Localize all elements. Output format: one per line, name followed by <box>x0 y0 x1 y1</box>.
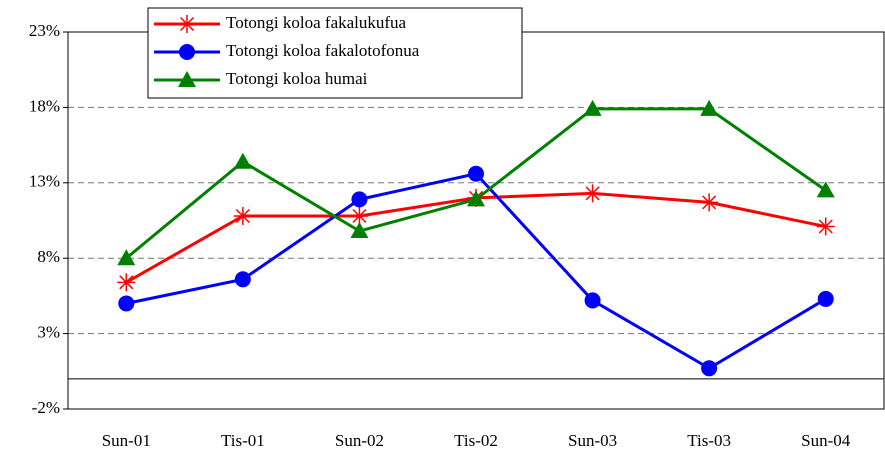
y-tick-label: 18% <box>29 96 60 115</box>
y-tick-label: 13% <box>29 172 60 191</box>
point <box>467 190 485 207</box>
x-tick-label: Sun-01 <box>102 431 151 450</box>
point <box>816 217 835 236</box>
y-tick-label: 8% <box>37 247 60 266</box>
legend-label: Totongi koloa fakalotofonua <box>226 41 420 60</box>
y-tick-label: -2% <box>32 398 60 417</box>
y-tick-label: 23% <box>29 21 60 40</box>
point <box>178 71 196 87</box>
point <box>233 206 252 225</box>
point <box>817 290 834 307</box>
x-tick-label: Sun-04 <box>801 431 851 450</box>
point <box>234 271 251 288</box>
point <box>351 191 368 208</box>
point <box>583 99 602 116</box>
point <box>233 152 252 169</box>
y-tick-label: 3% <box>37 323 60 342</box>
point <box>700 193 719 212</box>
point <box>350 222 369 239</box>
point <box>584 292 601 309</box>
point <box>179 44 195 60</box>
point <box>583 184 602 203</box>
legend-label: Totongi koloa humai <box>226 69 368 88</box>
point <box>117 273 136 292</box>
point <box>468 165 484 182</box>
x-tick-label: Tis-01 <box>221 431 265 450</box>
point <box>178 15 196 33</box>
point <box>816 181 835 198</box>
point <box>700 99 719 116</box>
point <box>118 295 135 312</box>
x-tick-label: Sun-02 <box>335 431 384 450</box>
x-tick-label: Tis-02 <box>454 431 498 450</box>
legend-label: Totongi koloa fakalukufua <box>226 13 407 32</box>
series-line <box>125 107 827 260</box>
point <box>350 206 369 225</box>
point <box>117 249 136 266</box>
x-tick-label: Sun-03 <box>568 431 617 450</box>
point <box>701 360 718 377</box>
x-tick-label: Tis-03 <box>687 431 731 450</box>
